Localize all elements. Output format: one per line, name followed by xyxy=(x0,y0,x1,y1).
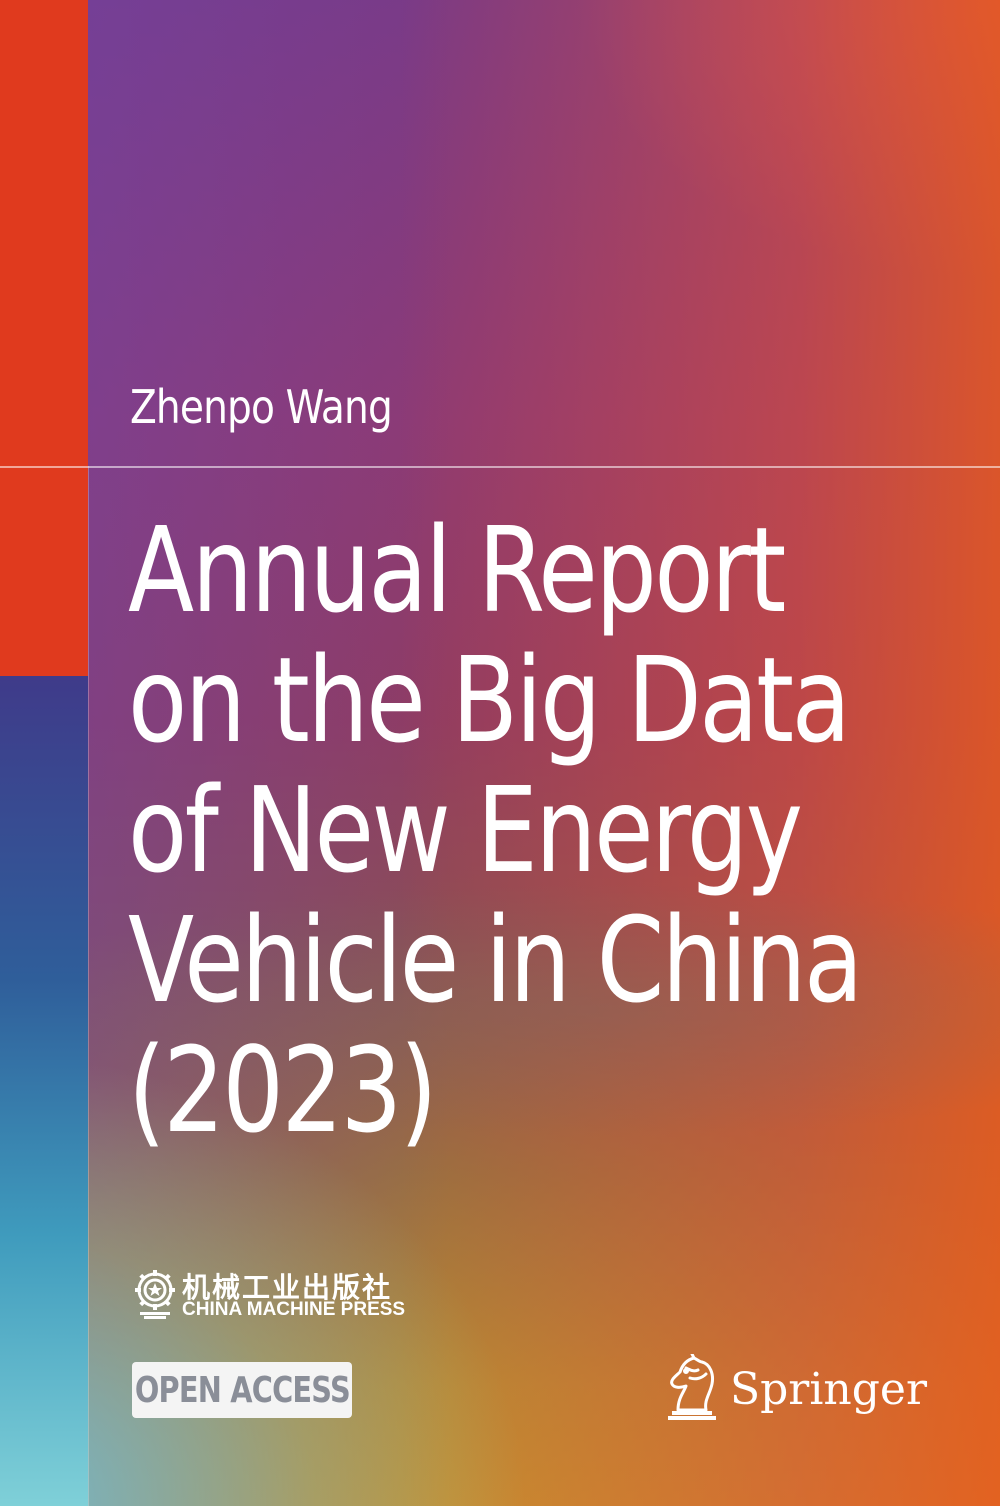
author-name: Zhenpo Wang xyxy=(130,380,393,434)
accent-red-block xyxy=(0,0,88,676)
horizontal-rule xyxy=(0,466,1000,468)
springer-logo: Springer xyxy=(664,1352,927,1424)
springer-wordmark: Springer xyxy=(730,1364,927,1415)
vertical-rule xyxy=(88,466,89,1506)
open-access-label: OPEN ACCESS xyxy=(134,1369,350,1411)
publisher-name-english: CHINA MACHINE PRESS xyxy=(182,1299,406,1320)
title-line-1: Annual Report xyxy=(128,501,786,639)
publisher-name-chinese: 机械工业出版社 xyxy=(182,1271,393,1304)
publisher-logo: 机械工业出版社 CHINA MACHINE PRESS xyxy=(132,1266,422,1322)
title-line-5: (2023) xyxy=(128,1021,437,1159)
open-access-badge: OPEN ACCESS xyxy=(132,1362,352,1418)
title-line-2: on the Big Data xyxy=(128,631,851,769)
title-line-3: of New Energy xyxy=(128,761,803,899)
gear-emblem-icon xyxy=(135,1270,175,1319)
title-line-4: Vehicle in China xyxy=(128,891,863,1029)
chess-knight-horse-icon xyxy=(668,1354,716,1420)
book-title: Annual Report on the Big Data of New Ene… xyxy=(128,501,863,1159)
